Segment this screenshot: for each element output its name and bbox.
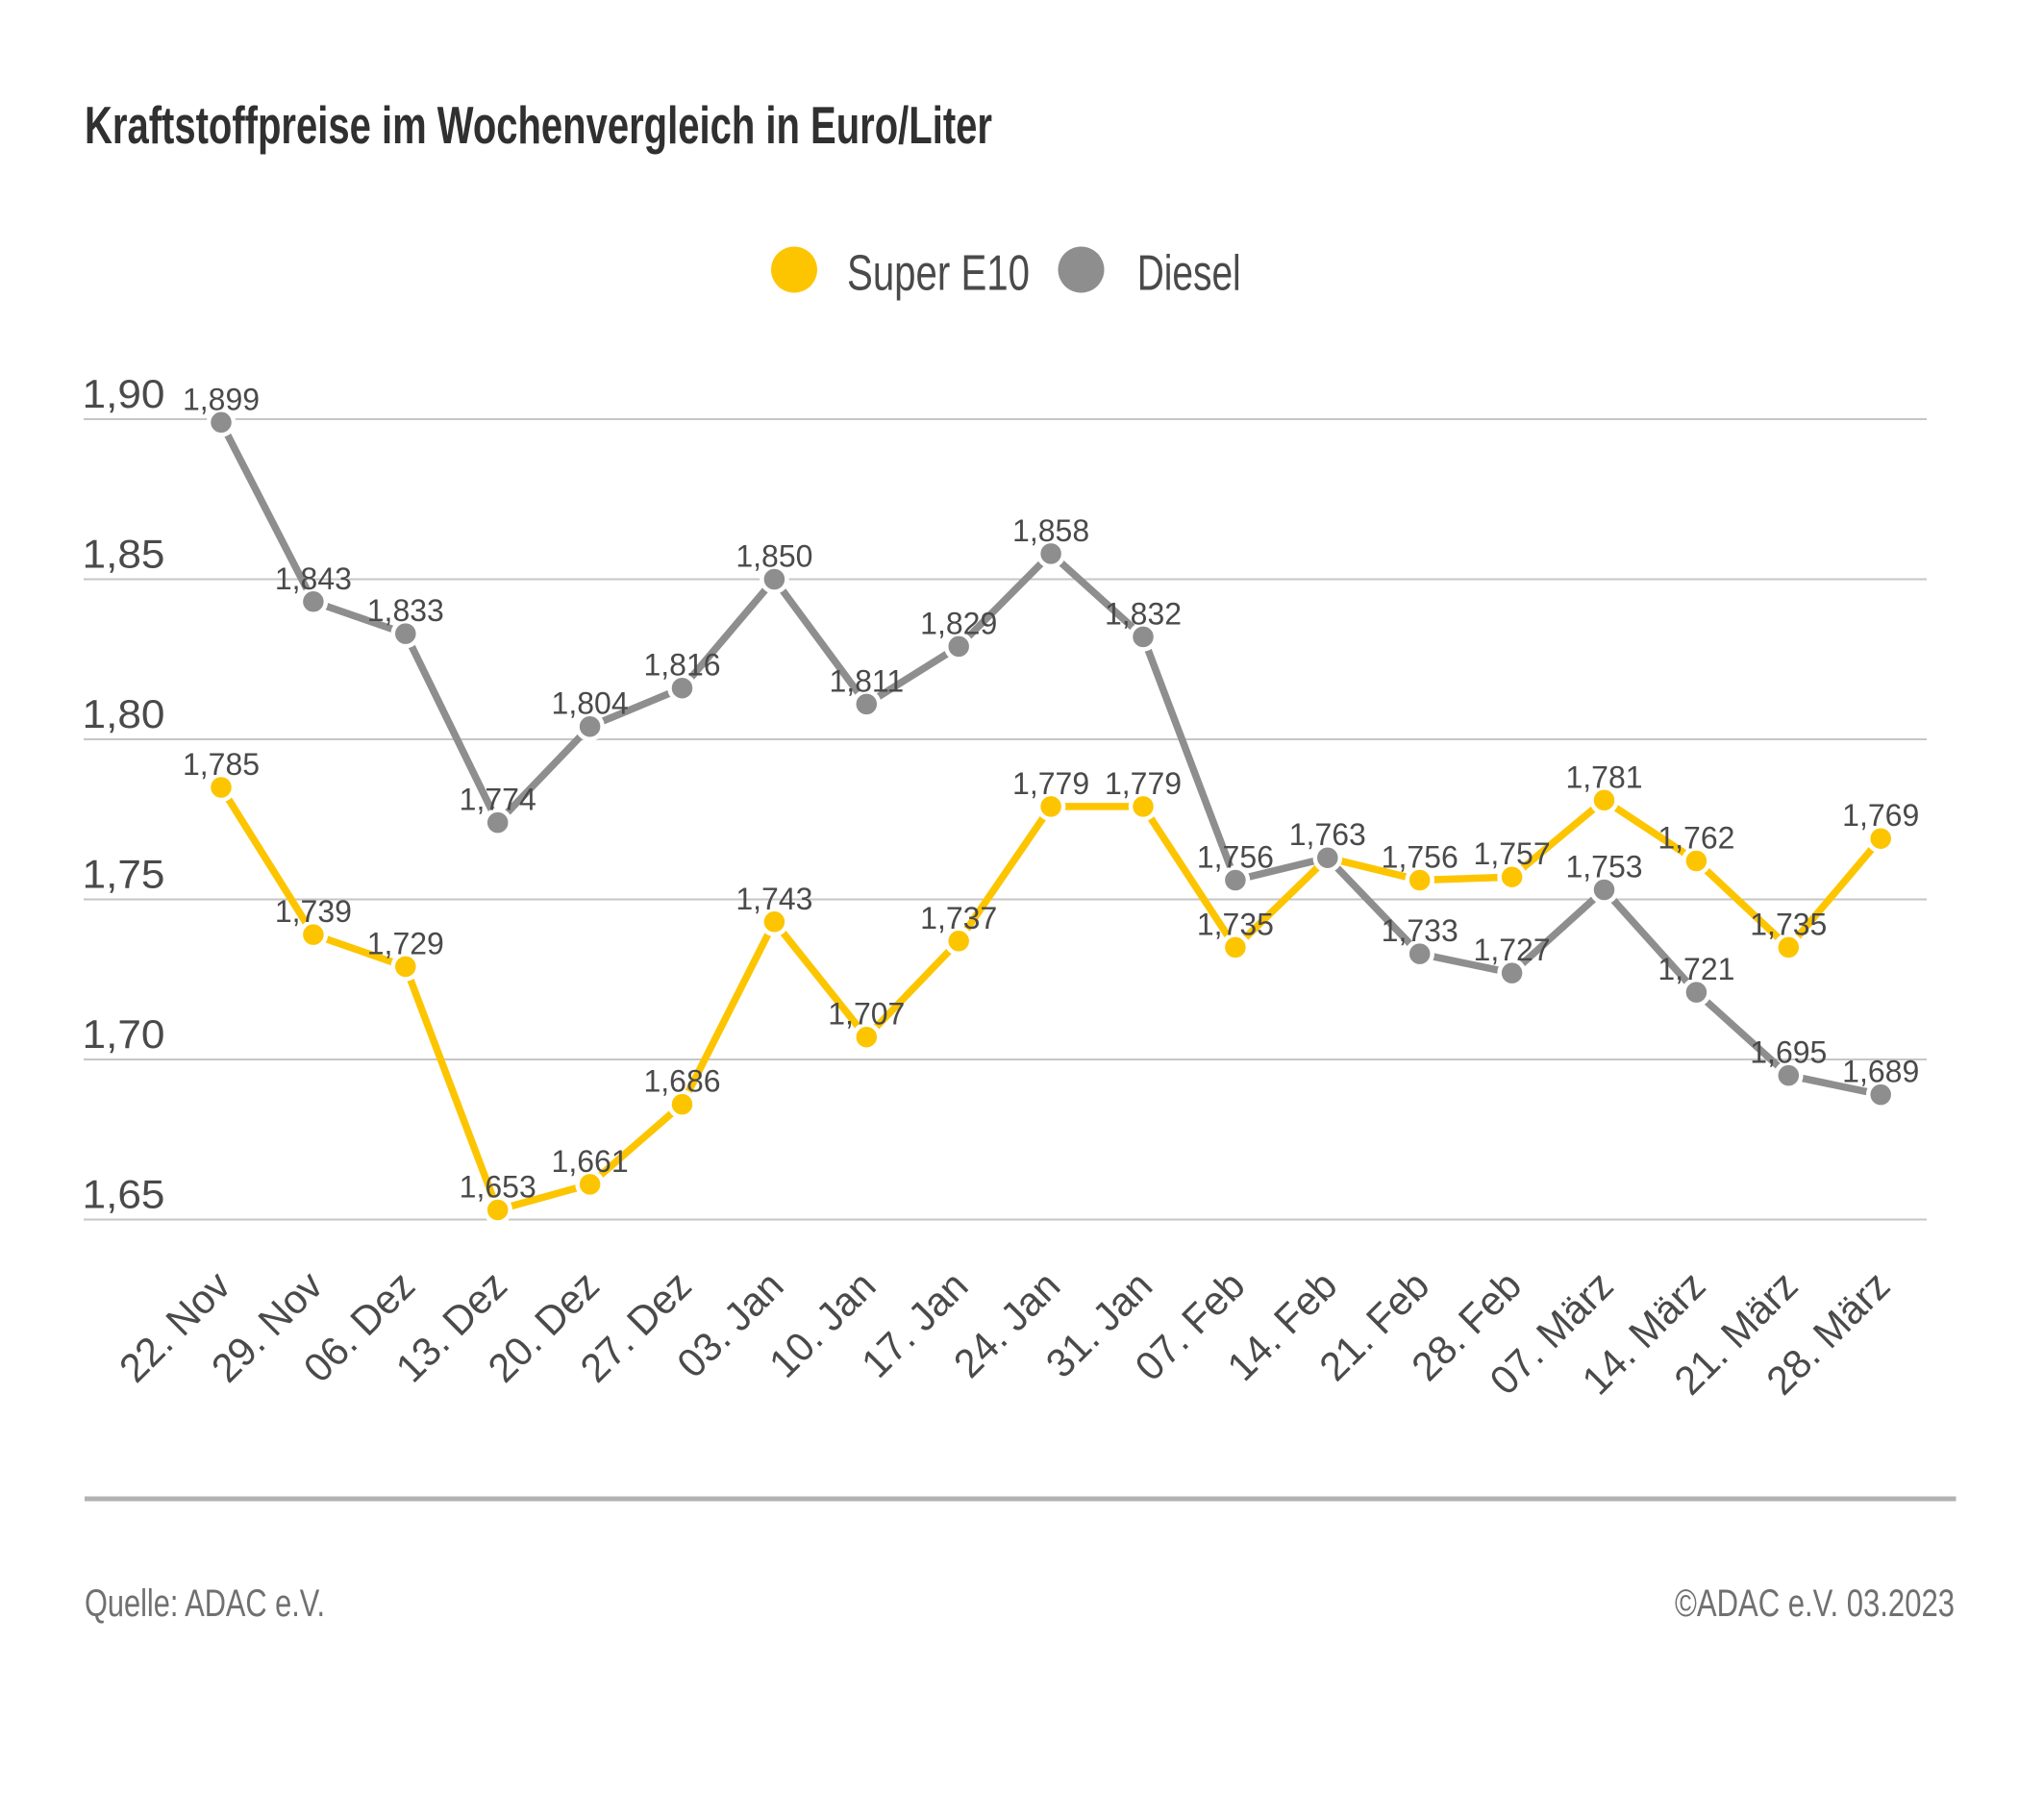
svg-text:1,774: 1,774 (460, 783, 536, 817)
svg-text:1,858: 1,858 (1012, 513, 1089, 548)
svg-text:1,686: 1,686 (643, 1064, 720, 1099)
svg-text:1,80: 1,80 (83, 691, 165, 736)
svg-text:1,729: 1,729 (367, 926, 444, 960)
svg-text:1,735: 1,735 (1750, 907, 1827, 941)
svg-text:1,850: 1,850 (735, 539, 812, 574)
svg-text:1,899: 1,899 (183, 382, 260, 416)
svg-text:1,833: 1,833 (367, 593, 444, 628)
svg-text:1,769: 1,769 (1842, 798, 1919, 833)
svg-text:1,733: 1,733 (1382, 913, 1458, 948)
svg-text:1,743: 1,743 (735, 882, 812, 916)
svg-text:1,829: 1,829 (920, 606, 997, 640)
svg-text:1,727: 1,727 (1474, 933, 1551, 967)
svg-text:1,70: 1,70 (83, 1011, 165, 1057)
svg-text:1,707: 1,707 (828, 997, 905, 1032)
svg-text:1,811: 1,811 (829, 663, 904, 698)
svg-text:1,832: 1,832 (1105, 596, 1182, 631)
svg-text:1,762: 1,762 (1658, 821, 1734, 856)
svg-text:1,756: 1,756 (1197, 840, 1274, 875)
svg-text:1,753: 1,753 (1565, 850, 1642, 884)
svg-text:Super E10: Super E10 (847, 246, 1030, 302)
svg-text:1,689: 1,689 (1842, 1055, 1919, 1089)
svg-text:1,653: 1,653 (460, 1170, 536, 1205)
svg-text:Diesel: Diesel (1137, 246, 1241, 302)
svg-text:©ADAC e.V. 03.2023: ©ADAC e.V. 03.2023 (1675, 1582, 1955, 1625)
svg-text:1,756: 1,756 (1382, 840, 1458, 875)
svg-text:1,75: 1,75 (83, 852, 165, 897)
svg-text:1,781: 1,781 (1565, 760, 1642, 794)
svg-text:1,785: 1,785 (183, 747, 260, 782)
svg-text:1,735: 1,735 (1197, 907, 1274, 941)
svg-text:1,843: 1,843 (275, 561, 352, 596)
svg-text:1,90: 1,90 (83, 371, 165, 416)
svg-text:1,85: 1,85 (83, 532, 165, 577)
svg-text:1,763: 1,763 (1289, 817, 1366, 852)
svg-text:1,695: 1,695 (1750, 1035, 1827, 1070)
svg-text:1,661: 1,661 (552, 1144, 629, 1179)
svg-text:1,779: 1,779 (1105, 766, 1182, 801)
svg-text:1,757: 1,757 (1474, 836, 1551, 871)
svg-text:1,737: 1,737 (920, 901, 997, 935)
svg-text:1,816: 1,816 (643, 648, 720, 683)
svg-text:Quelle: ADAC e.V.: Quelle: ADAC e.V. (85, 1582, 325, 1625)
svg-text:1,804: 1,804 (552, 686, 629, 721)
svg-text:1,739: 1,739 (275, 894, 352, 929)
svg-text:1,721: 1,721 (1658, 952, 1734, 986)
svg-text:1,779: 1,779 (1012, 766, 1089, 801)
svg-text:1,65: 1,65 (83, 1172, 165, 1217)
svg-text:Kraftstoffpreise im Wochenverg: Kraftstoffpreise im Wochenvergleich in E… (85, 95, 992, 155)
